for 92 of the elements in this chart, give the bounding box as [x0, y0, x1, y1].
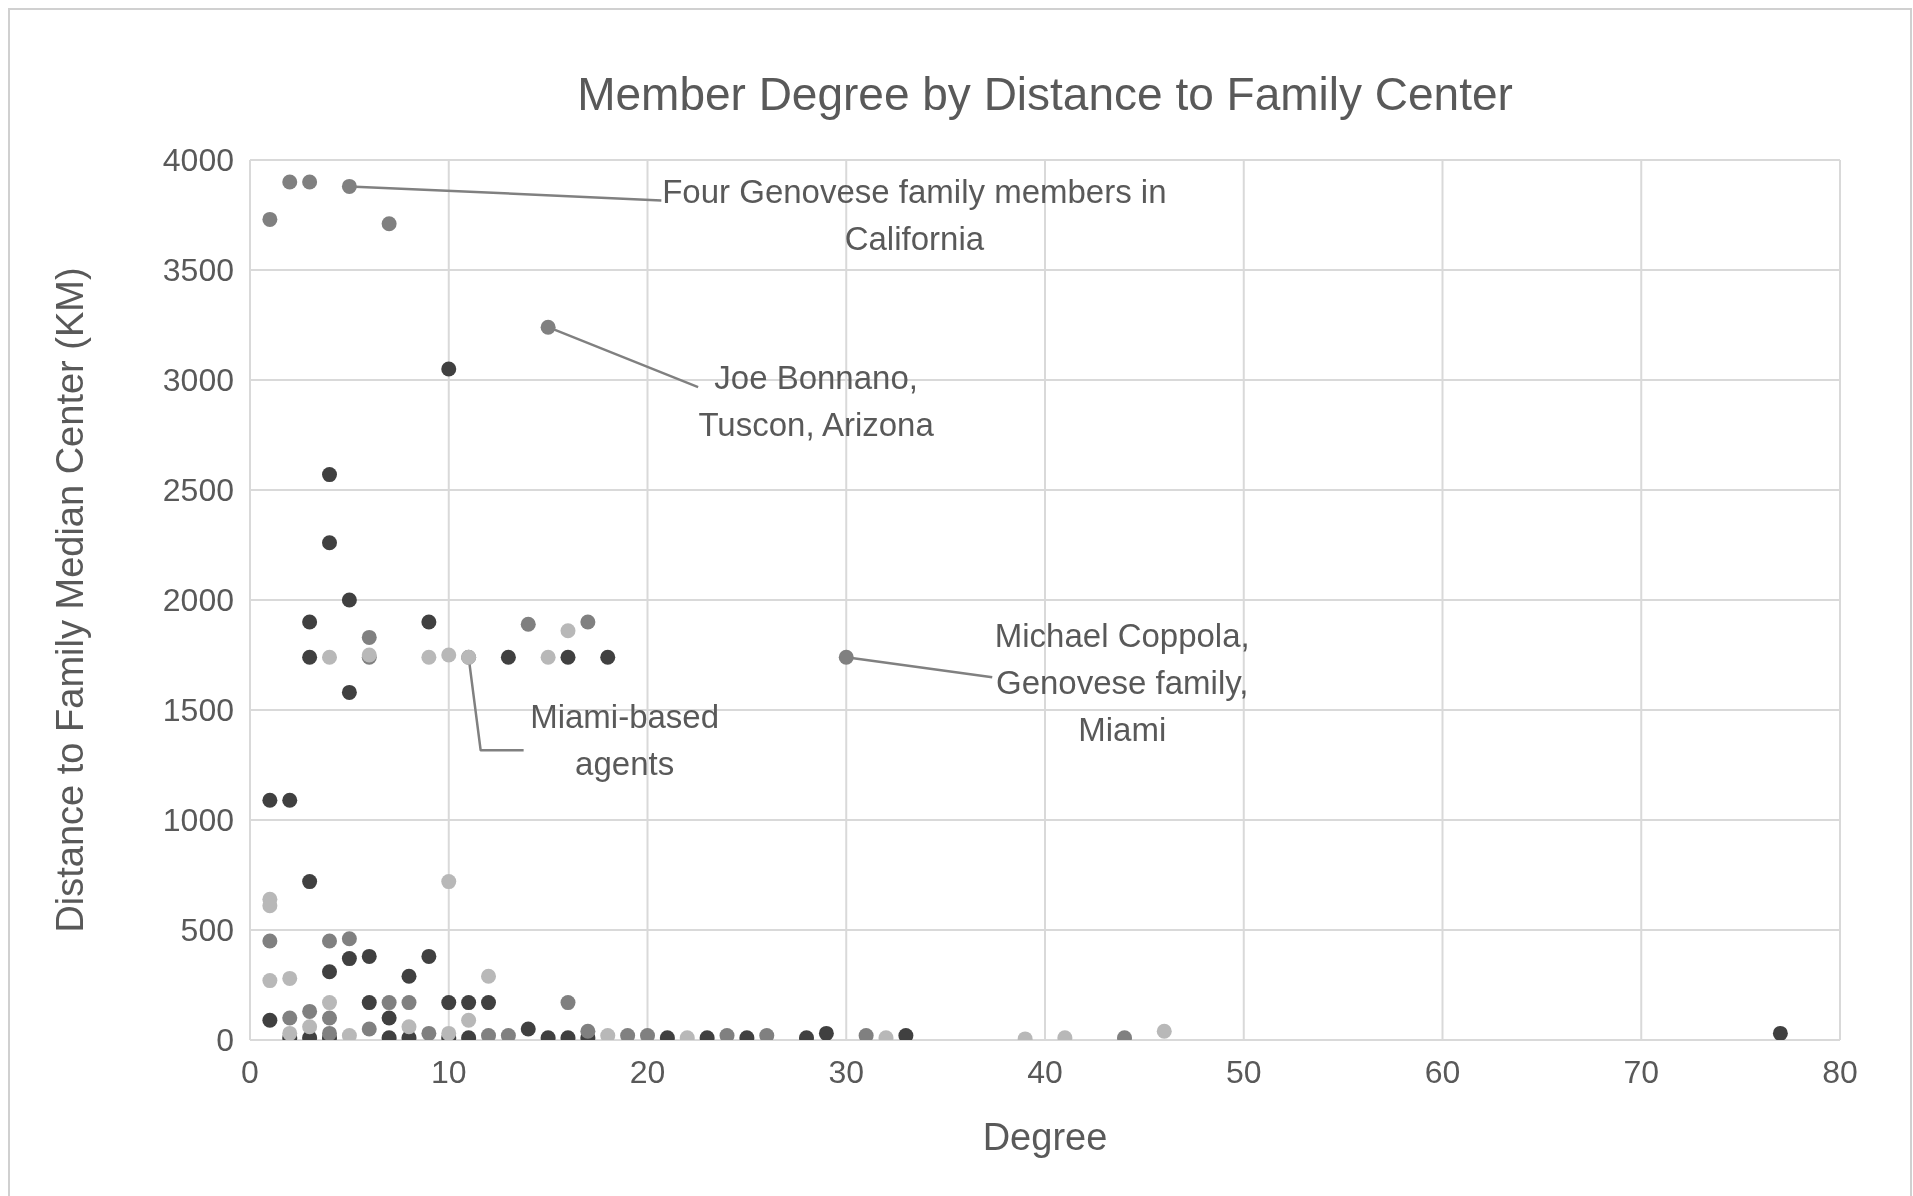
point	[580, 1023, 596, 1039]
y-tick-label: 3500	[162, 252, 234, 289]
point	[361, 629, 377, 645]
point	[540, 319, 556, 335]
point	[381, 216, 397, 232]
point	[341, 931, 357, 947]
point	[580, 614, 596, 630]
point	[282, 174, 298, 190]
point	[381, 1010, 397, 1026]
point	[1156, 1023, 1172, 1039]
point	[421, 1025, 437, 1040]
x-tick-label: 20	[629, 1053, 666, 1090]
x-axis-title: Degree	[982, 1116, 1108, 1158]
point	[262, 973, 278, 989]
point	[461, 995, 477, 1011]
point	[302, 614, 318, 630]
y-tick-label: 2500	[162, 472, 234, 509]
point	[441, 874, 457, 890]
x-tick-label: 40	[1027, 1053, 1063, 1090]
point	[401, 995, 417, 1011]
point	[262, 1012, 278, 1028]
y-tick-label: 2000	[162, 582, 234, 619]
x-tick-label: 80	[1822, 1053, 1858, 1090]
y-tick-label: 500	[180, 912, 234, 949]
x-tick-label: 0	[241, 1053, 259, 1090]
point	[500, 649, 516, 665]
point	[361, 948, 377, 964]
x-tick-label: 30	[828, 1053, 865, 1090]
point	[520, 616, 536, 632]
point	[441, 647, 457, 663]
annotation: Michael Coppola, Genovese family, Miami	[994, 617, 1250, 749]
y-tick-label: 1500	[162, 692, 234, 729]
point	[322, 933, 337, 949]
point	[481, 968, 496, 984]
annotation: Four Genovese family members in California	[662, 173, 1167, 258]
point	[282, 792, 298, 808]
y-tick-label: 0	[216, 1022, 234, 1059]
point	[421, 614, 437, 630]
chart-title: Member Degree by Distance to Family Center	[577, 68, 1513, 120]
point	[560, 649, 576, 665]
annotation: Joe Bonnano, Tuscon, Arizona	[698, 359, 935, 444]
point	[421, 948, 437, 964]
point	[401, 1019, 417, 1035]
point	[341, 178, 357, 194]
point	[262, 792, 278, 808]
point	[600, 649, 616, 665]
point	[322, 1025, 337, 1040]
point	[322, 964, 337, 980]
point	[341, 592, 357, 608]
point	[282, 1010, 298, 1026]
x-tick-label: 10	[430, 1053, 467, 1090]
point	[262, 211, 278, 227]
point	[302, 874, 318, 890]
point	[461, 1012, 477, 1028]
point	[341, 684, 357, 700]
point	[282, 1025, 298, 1040]
x-tick-label: 70	[1623, 1053, 1660, 1090]
point	[322, 535, 337, 551]
point	[302, 649, 318, 665]
y-tick-label: 1000	[162, 802, 234, 839]
point	[322, 1010, 337, 1026]
point	[520, 1021, 536, 1037]
point	[341, 951, 357, 967]
point	[361, 1021, 377, 1037]
point	[302, 174, 318, 190]
point	[560, 995, 576, 1011]
point	[302, 1019, 318, 1035]
point	[540, 649, 556, 665]
point	[441, 995, 457, 1011]
point	[322, 995, 337, 1011]
y-axis-title: Distance to Family Median Center (KM)	[49, 267, 92, 933]
point	[401, 968, 417, 984]
point	[560, 623, 576, 639]
point	[421, 649, 437, 665]
point	[322, 649, 337, 665]
point	[481, 995, 496, 1011]
x-tick-label: 60	[1424, 1053, 1461, 1090]
point	[1772, 1025, 1788, 1040]
point	[441, 361, 457, 377]
point	[262, 933, 278, 949]
point	[441, 1025, 457, 1040]
point	[838, 649, 854, 665]
point	[282, 970, 298, 986]
point	[361, 995, 377, 1011]
annotation: Miami-based agents	[530, 698, 720, 783]
point	[381, 995, 397, 1011]
point	[818, 1025, 834, 1040]
y-tick-label: 4000	[162, 142, 234, 179]
point	[322, 467, 337, 483]
y-tick-label: 3000	[162, 362, 234, 399]
x-tick-label: 50	[1225, 1053, 1262, 1090]
point	[302, 1003, 318, 1019]
